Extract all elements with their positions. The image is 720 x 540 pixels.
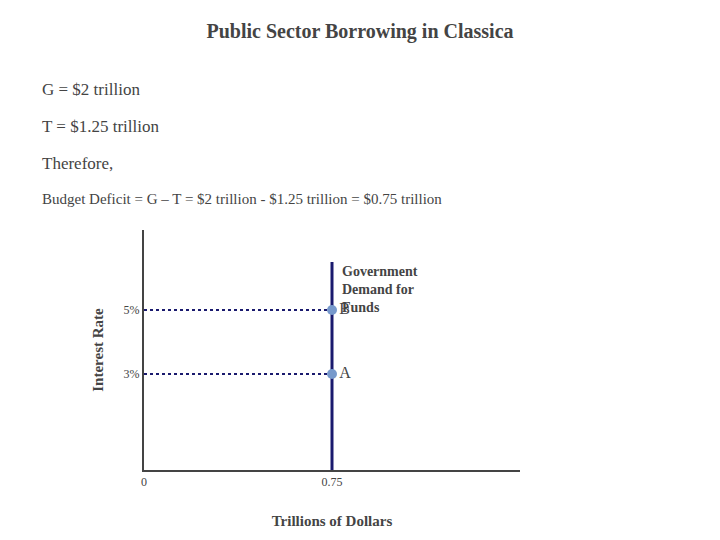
svg-text:Budget Deficit = G – T = $2 tr: Budget Deficit = G – T = $2 trillion - $… (42, 191, 442, 207)
svg-text:Therefore,: Therefore, (42, 154, 113, 173)
svg-text:Trillions of Dollars: Trillions of Dollars (272, 513, 393, 529)
svg-text:Public Sector Borrowing in Cla: Public Sector Borrowing in Classica (206, 20, 513, 43)
svg-text:0.75: 0.75 (322, 475, 343, 489)
svg-text:0: 0 (141, 475, 147, 489)
svg-text:GovernmentDemand forFunds: GovernmentDemand forFunds (342, 264, 418, 315)
svg-text:G = $2 trillion: G = $2 trillion (42, 80, 140, 99)
svg-text:Interest Rate: Interest Rate (90, 308, 106, 392)
svg-text:5%: 5% (124, 303, 140, 317)
svg-text:A: A (339, 364, 351, 381)
svg-text:T = $1.25 trillion: T = $1.25 trillion (42, 117, 159, 136)
svg-text:3%: 3% (124, 367, 140, 381)
svg-text:B: B (339, 300, 350, 317)
